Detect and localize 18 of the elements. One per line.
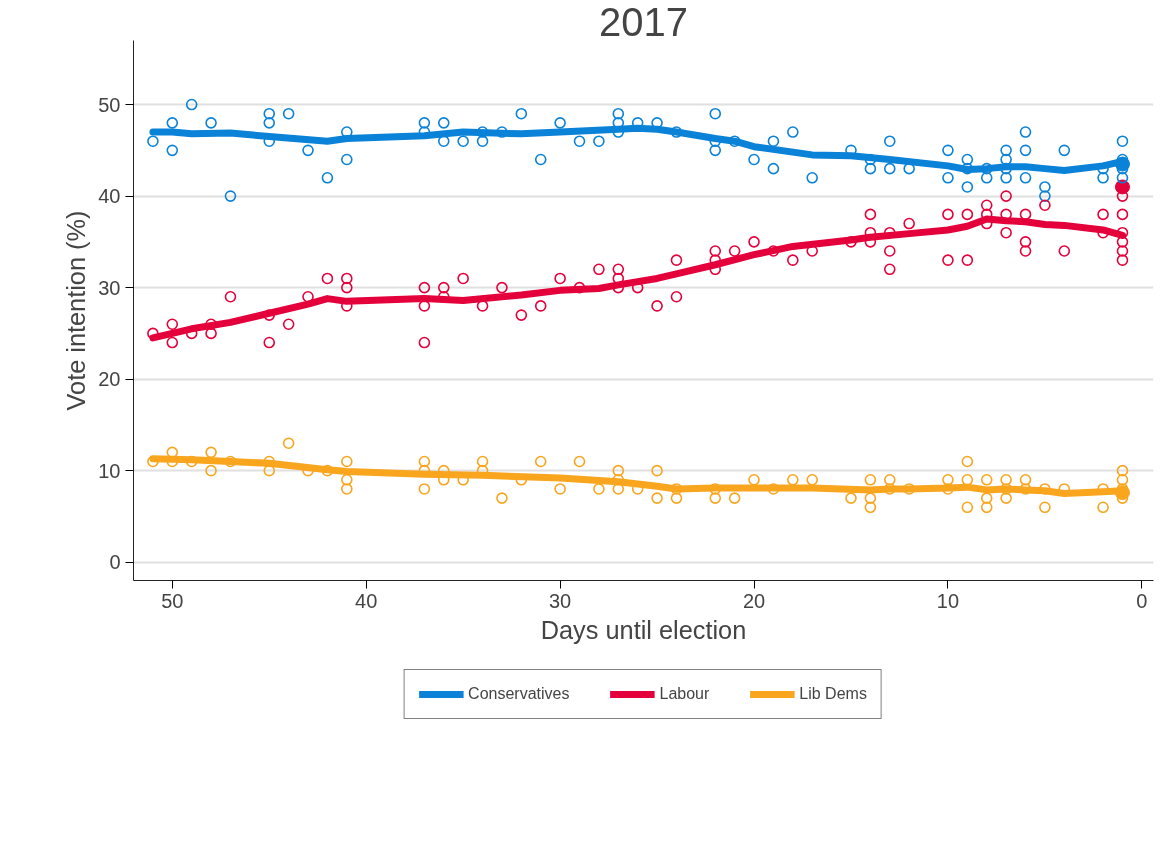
x-tick-label: 20 — [742, 589, 766, 612]
legend-label: Lib Dems — [799, 684, 867, 703]
x-tick-label: 10 — [936, 589, 960, 612]
y-tick-label: 10 — [98, 459, 121, 482]
chart-title: 2017 — [599, 0, 688, 44]
legend-label: Labour — [659, 684, 710, 703]
y-tick-label: 20 — [98, 368, 121, 391]
x-tick-label: 50 — [161, 589, 184, 612]
y-tick-label: 40 — [98, 185, 121, 208]
x-tick-label: 0 — [1136, 589, 1148, 612]
legend-label: Conservatives — [468, 684, 570, 703]
x-tick-label: 40 — [355, 589, 378, 612]
x-axis-title: Days until election — [540, 615, 747, 644]
y-axis-title: Vote intention (%) — [62, 210, 91, 411]
y-tick-label: 0 — [109, 551, 121, 574]
x-tick-label: 30 — [548, 589, 572, 612]
y-tick-label: 50 — [98, 93, 121, 116]
y-tick-label: 30 — [98, 276, 121, 299]
